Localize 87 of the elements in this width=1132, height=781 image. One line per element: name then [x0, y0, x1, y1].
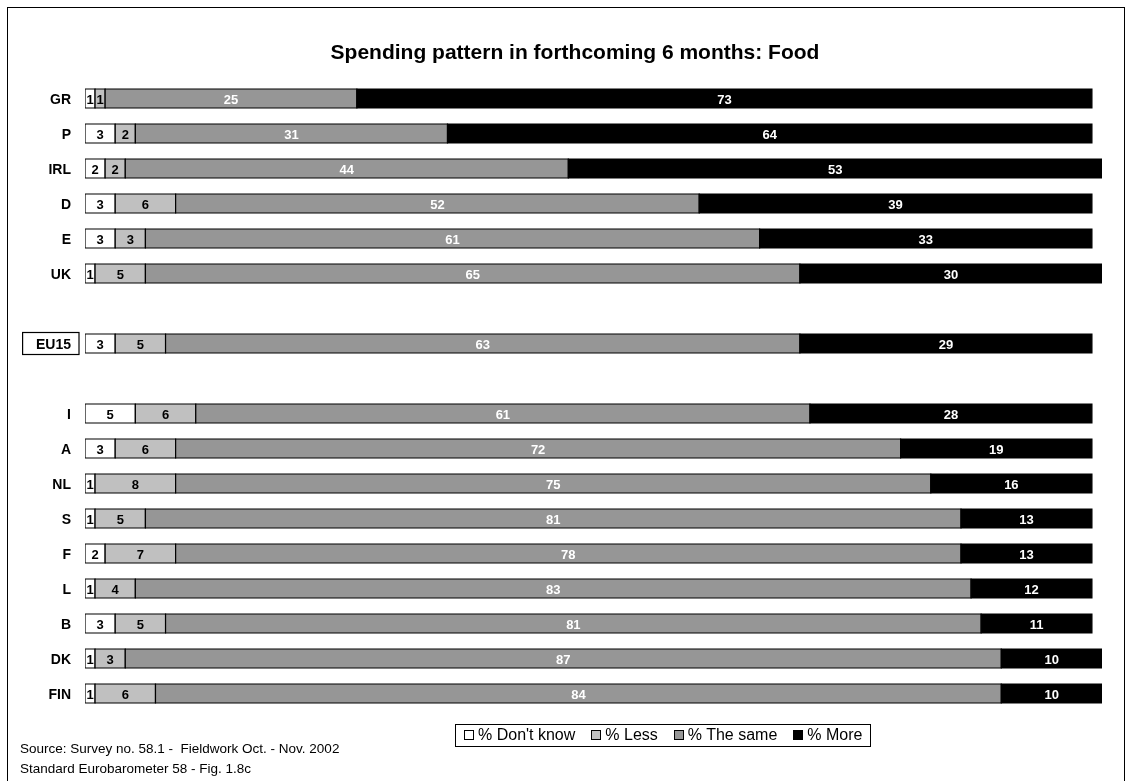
- data-label: 3: [96, 197, 104, 212]
- y-tick-label: GR: [50, 90, 71, 107]
- data-label: 29: [938, 337, 954, 352]
- legend-label: % Don't know: [478, 726, 576, 743]
- data-label: 25: [223, 92, 239, 107]
- data-label: 2: [121, 127, 129, 142]
- data-label: 5: [106, 407, 114, 422]
- data-label: 1: [86, 652, 94, 667]
- data-label: 78: [561, 547, 576, 562]
- data-label: 64: [762, 127, 778, 142]
- data-label: 5: [116, 267, 124, 282]
- data-label: 5: [116, 512, 124, 527]
- data-label: 5: [136, 617, 144, 632]
- data-label: 3: [106, 652, 114, 667]
- data-label: 5: [136, 337, 144, 352]
- data-label: 6: [161, 407, 170, 422]
- data-label: 3: [96, 232, 104, 247]
- data-label: 3: [96, 442, 104, 457]
- y-tick-label: A: [60, 440, 71, 457]
- data-label: 61: [495, 407, 511, 422]
- data-label: 1: [86, 477, 94, 492]
- data-label: 81: [545, 512, 561, 527]
- data-label: 28: [943, 407, 959, 422]
- source-note: Source: Survey no. 58.1 - Fieldwork Oct. - Nov. 2002: [20, 741, 340, 756]
- data-label: 65: [465, 267, 480, 282]
- data-label: 83: [545, 582, 561, 597]
- data-label: 87: [556, 652, 571, 667]
- y-tick-label: UK: [50, 265, 71, 282]
- data-label: 10: [1044, 687, 1059, 702]
- y-tick-label: DK: [50, 650, 71, 667]
- y-tick-label: L: [62, 580, 72, 597]
- data-label: 1: [96, 92, 104, 107]
- data-label: 1: [86, 267, 94, 282]
- data-label: 1: [86, 687, 94, 702]
- data-label: 7: [136, 547, 144, 562]
- data-label: 3: [96, 127, 104, 142]
- data-label: 30: [943, 267, 959, 282]
- chart-title: Spending pattern in forthcoming 6 months: Food: [330, 40, 820, 63]
- y-tick-label: NL: [52, 475, 72, 492]
- data-label: 63: [475, 337, 490, 352]
- data-label: 6: [141, 442, 150, 457]
- data-label: 11: [1029, 617, 1044, 632]
- y-tick-label: E: [61, 230, 71, 247]
- data-label: 52: [430, 197, 445, 212]
- y-tick-label: F: [62, 545, 72, 562]
- legend-label: % More: [807, 726, 863, 743]
- data-label: 16: [1004, 477, 1019, 492]
- data-label: 6: [141, 197, 150, 212]
- data-label: 72: [530, 442, 546, 457]
- data-label: 2: [91, 547, 99, 562]
- data-label: 1: [86, 512, 94, 527]
- data-label: 81: [566, 617, 581, 632]
- data-label: 2: [111, 162, 119, 177]
- data-label: 33: [918, 232, 934, 247]
- data-label: 13: [1019, 547, 1034, 562]
- y-tick-label: B: [60, 615, 71, 632]
- text: Standard Eurobarometer 58 - Fig. 1.8c: [20, 761, 252, 776]
- data-label: 44: [339, 162, 355, 177]
- data-label: 53: [827, 162, 843, 177]
- data-label: 12: [1024, 582, 1039, 597]
- data-label: 3: [96, 617, 104, 632]
- legend-label: % Less: [605, 726, 658, 743]
- data-label: 1: [86, 582, 94, 597]
- data-label: 2: [91, 162, 99, 177]
- y-tick-label: IRL: [48, 160, 72, 177]
- data-label: 19: [989, 442, 1004, 457]
- y-tick-label: I: [67, 405, 71, 422]
- data-label: 61: [445, 232, 460, 247]
- data-label: 75: [545, 477, 561, 492]
- data-label: 73: [717, 92, 732, 107]
- data-label: 3: [126, 232, 134, 247]
- y-tick-label: S: [61, 510, 71, 527]
- data-label: 3: [96, 337, 104, 352]
- data-label: 31: [284, 127, 299, 142]
- data-label: 4: [111, 582, 120, 597]
- data-label: 13: [1019, 512, 1034, 527]
- data-label: 8: [131, 477, 139, 492]
- y-tick-label: D: [60, 195, 71, 212]
- y-tick-label: FIN: [48, 685, 71, 702]
- data-label: 10: [1044, 652, 1059, 667]
- data-label: 1: [86, 92, 94, 107]
- y-tick-label: P: [61, 125, 71, 142]
- data-label: 39: [888, 197, 903, 212]
- y-tick-label: EU15: [35, 335, 72, 352]
- legend-label: % The same: [687, 726, 778, 743]
- data-label: 84: [571, 687, 587, 702]
- data-label: 6: [121, 687, 129, 702]
